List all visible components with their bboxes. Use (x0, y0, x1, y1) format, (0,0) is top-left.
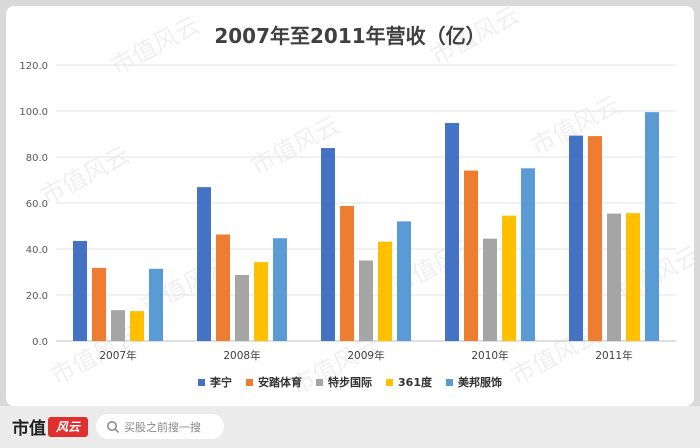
legend-item: 361度 (386, 374, 432, 390)
bar (588, 136, 602, 341)
bar (607, 213, 621, 341)
bar (359, 260, 373, 341)
legend-item: 特步国际 (316, 374, 372, 390)
x-tick-label: 2009年 (347, 349, 384, 362)
legend-swatch (445, 378, 453, 386)
legend-label: 特步国际 (328, 376, 373, 389)
bar (130, 311, 144, 341)
x-tick-label: 2008年 (223, 349, 260, 362)
chart-legend: 李宁 安踏体育 特步国际 361度 美邦服饰 (6, 374, 694, 390)
legend-swatch (246, 378, 254, 386)
bar (273, 238, 287, 341)
legend-swatch (198, 378, 206, 386)
y-tick-label: 20.0 (26, 291, 48, 302)
search-box[interactable]: 买股之前搜一搜 (96, 414, 224, 439)
bar (645, 112, 659, 342)
y-tick-label: 60.0 (26, 199, 48, 210)
legend-swatch (386, 378, 394, 386)
brand[interactable]: 市值 风云 (12, 414, 88, 439)
bar (149, 268, 163, 341)
bar (464, 170, 478, 341)
legend-item: 安踏体育 (246, 374, 302, 390)
bar (340, 205, 354, 341)
x-tick-label: 2010年 (471, 349, 508, 362)
legend-label: 安踏体育 (258, 376, 303, 389)
y-tick-label: 100.0 (19, 107, 48, 118)
bar (216, 234, 230, 341)
y-tick-label: 0.0 (32, 337, 48, 348)
bar (254, 262, 268, 341)
bar (378, 241, 392, 341)
legend-label: 美邦服饰 (457, 376, 502, 389)
legend-item: 美邦服饰 (445, 374, 502, 390)
bar-chart: 0.0 20.0 40.0 60.0 80.0 100.0 120.0 2007年 2008年 2… (19, 61, 676, 362)
x-tick-label: 2011年 (595, 349, 632, 362)
y-tick-label: 120.0 (19, 61, 48, 72)
bar (321, 148, 335, 341)
legend-label: 361度 (398, 376, 432, 389)
brand-text: 市值 (12, 419, 46, 439)
bar (521, 168, 535, 341)
y-tick-label: 80.0 (26, 153, 48, 164)
legend-swatch (316, 378, 324, 386)
bar (445, 122, 459, 342)
chart-title: 2007年至2011年营收（亿） (214, 24, 486, 48)
bar (483, 238, 497, 341)
y-tick-label: 40.0 (26, 245, 48, 256)
bar (626, 213, 640, 341)
footer-bar: 市值 风云 买股之前搜一搜 (0, 406, 700, 448)
legend-label: 李宁 (210, 376, 233, 389)
bar (197, 187, 211, 341)
legend-item: 李宁 (198, 374, 232, 390)
bar (397, 221, 411, 341)
brand-logo: 风云 (48, 416, 88, 437)
chart-frame: 市值风云 市值风云 市值风云 市值风云 市值风云 市值风云 市值风云 市值风云 市值风云 市值风云… (6, 6, 694, 406)
bar (502, 215, 516, 341)
search-placeholder: 买股之前搜一搜 (124, 420, 201, 434)
bar (569, 135, 583, 341)
bar (111, 310, 125, 341)
bar (73, 240, 87, 341)
search-icon (107, 420, 120, 433)
bar (92, 267, 106, 341)
bar (235, 274, 249, 341)
x-tick-label: 2007年 (99, 349, 136, 362)
